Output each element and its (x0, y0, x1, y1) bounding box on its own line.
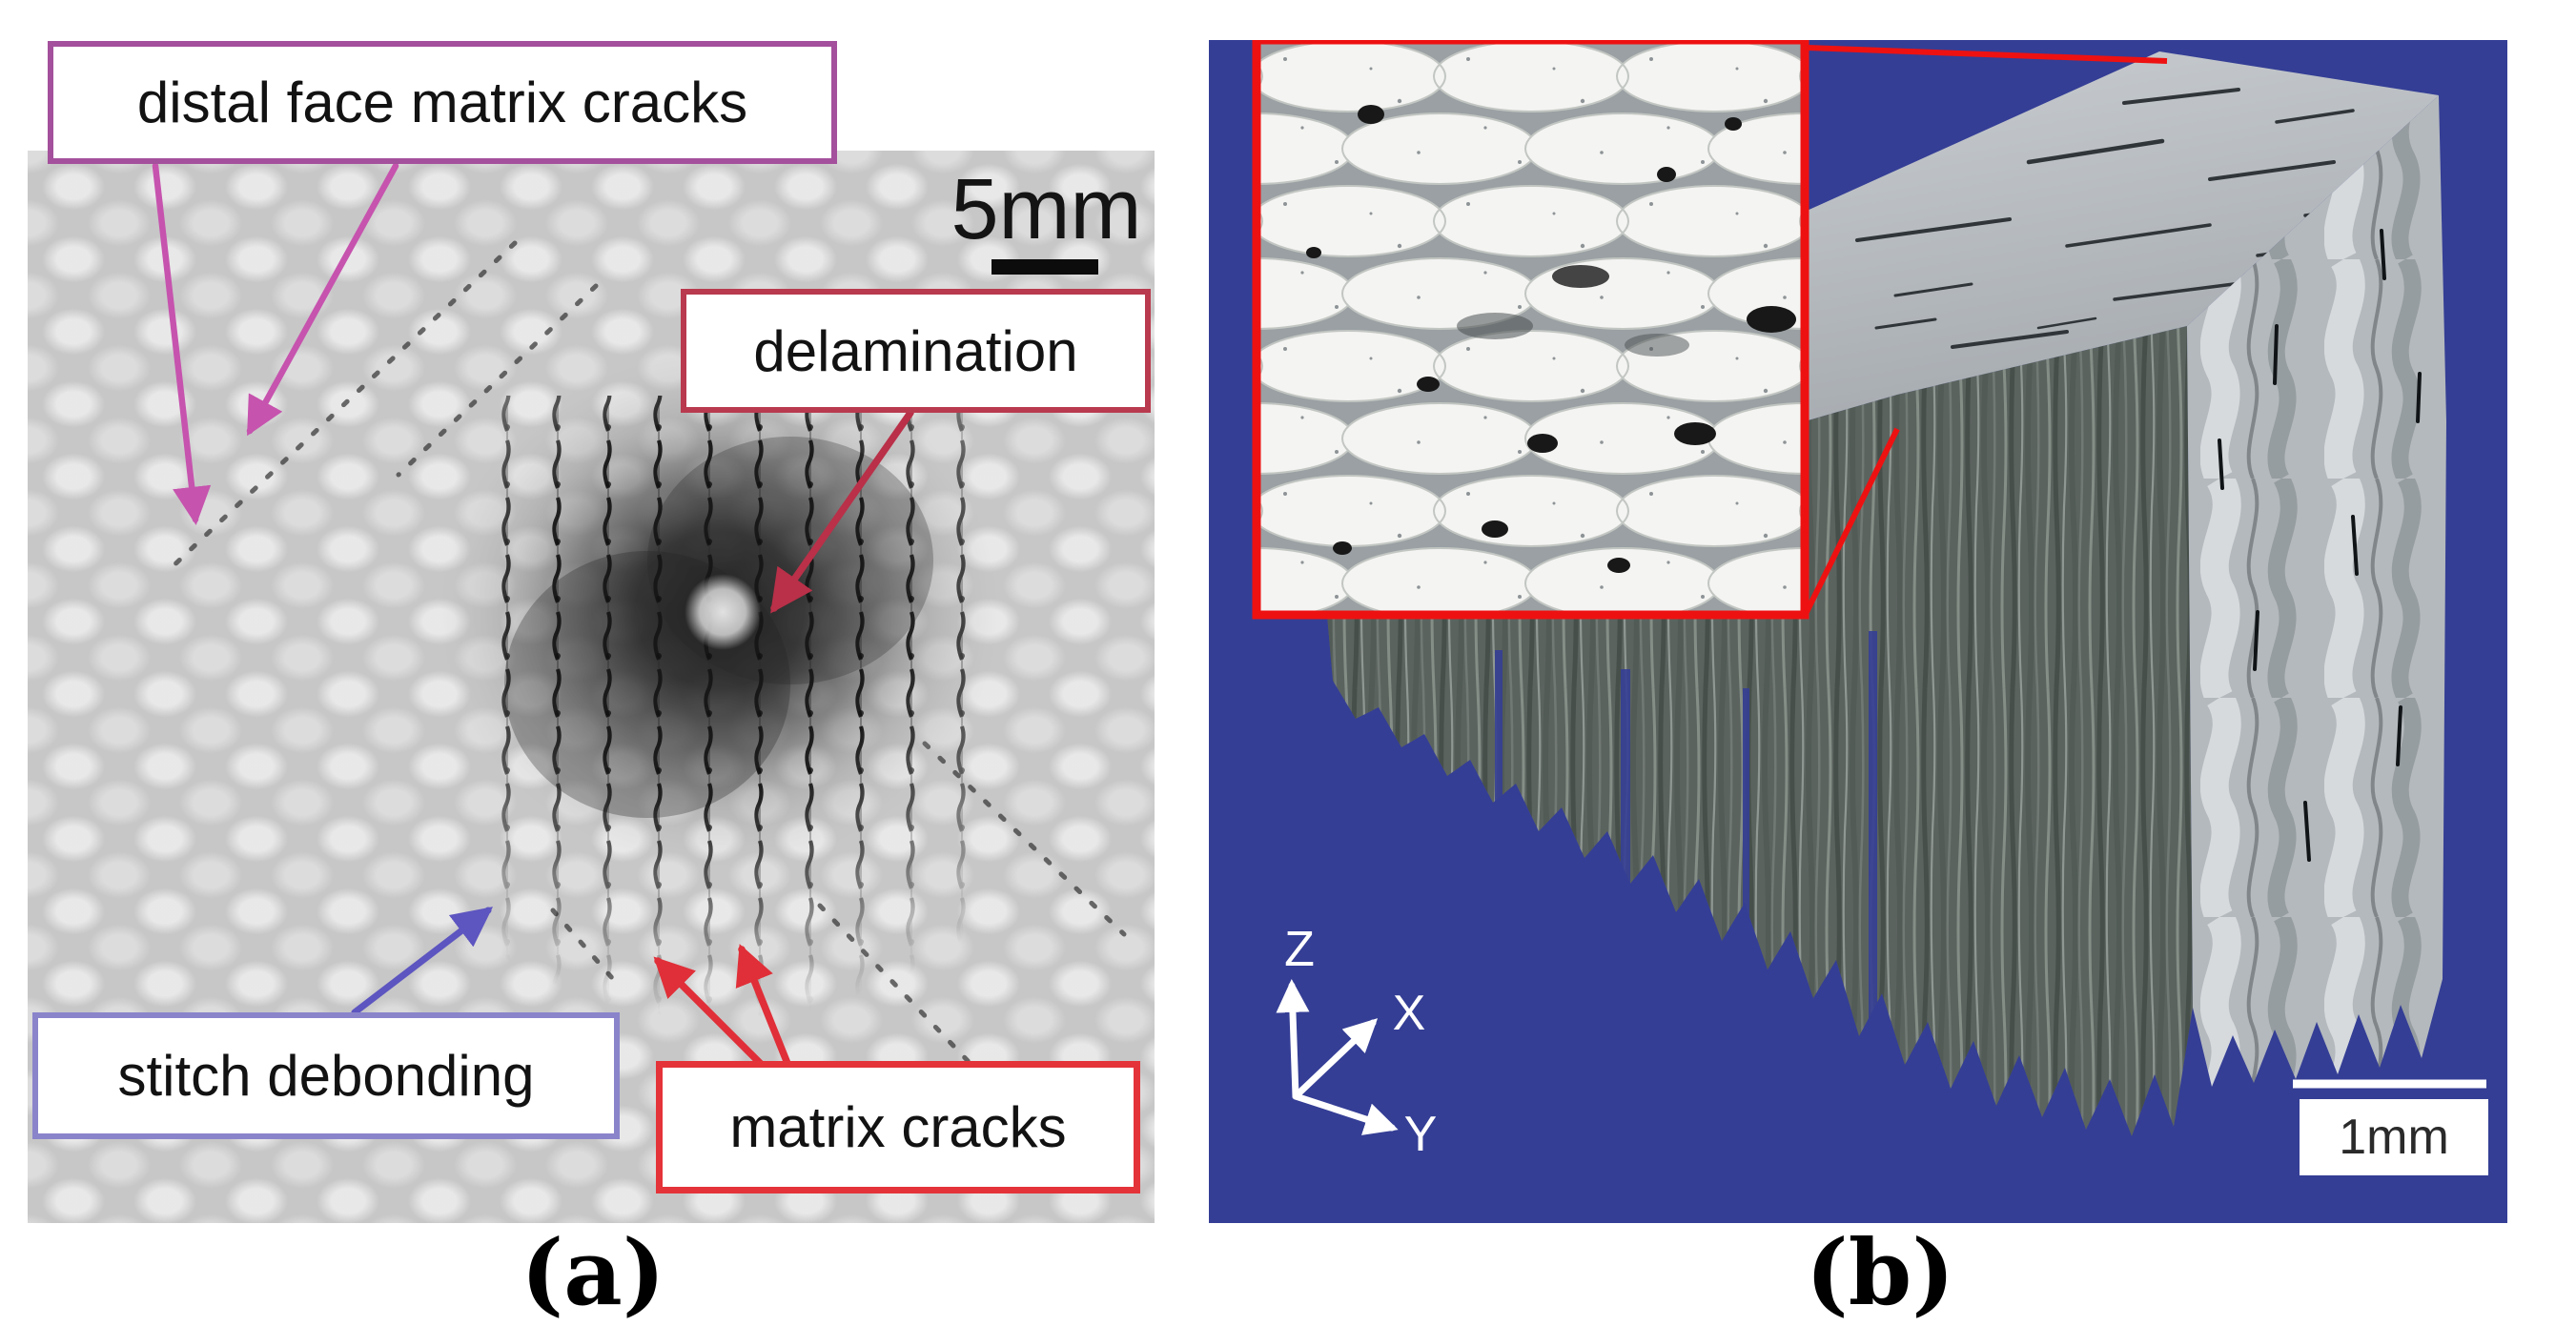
matrix-crack-grid (477, 396, 969, 1069)
axis-z-label: Z (1284, 922, 1315, 977)
scale-bar-1mm-label: 1mm (2339, 1110, 2449, 1165)
inset-void-spots (1306, 105, 1796, 573)
inset-callout-lines (1804, 45, 2168, 614)
impact-point-spot (685, 574, 761, 650)
scale-bar-1mm: 1mm (2293, 1079, 2488, 1175)
label-stitch-debonding-text: stitch debonding (117, 1044, 535, 1108)
arrow-matrix-cracks-2 (735, 944, 792, 1070)
label-delamination-text: delamination (753, 318, 1078, 383)
axis-x-arrow (1292, 1018, 1379, 1100)
impact-damage-zone (439, 351, 1001, 1069)
volume-right-face (2187, 95, 2446, 1087)
ct-panel: Z X Y 1mm (1209, 40, 2507, 1223)
axes-triad (1276, 979, 1399, 1135)
slice-gaps (1495, 631, 1877, 1041)
label-distal-face-matrix-cracks: distal face matrix cracks (48, 41, 837, 164)
label-stitch-debonding: stitch debonding (32, 1012, 620, 1139)
scale-bar-5mm-bar (992, 259, 1098, 275)
label-delamination: delamination (681, 289, 1151, 413)
radiograph-art (152, 162, 1127, 1109)
caption-panel-b: (b) (1805, 1220, 1955, 1326)
inset-micrograph (1252, 40, 1809, 620)
label-matrix-cracks-text: matrix cracks (729, 1095, 1067, 1159)
ct-volume (1325, 51, 2446, 1136)
arrow-delamination (770, 409, 914, 614)
inset-callout-line-top (1806, 45, 2168, 64)
arrow-distal-1 (152, 162, 212, 526)
caption-panel-a: (a) (521, 1220, 665, 1326)
label-matrix-cracks: matrix cracks (656, 1061, 1140, 1193)
inset-border (1252, 40, 1809, 620)
arrow-matrix-cracks-1 (653, 956, 767, 1070)
axis-y-label: Y (1404, 1107, 1438, 1162)
inset-callout-line-bottom (1804, 427, 1900, 614)
label-distal-face-matrix-cracks-text: distal face matrix cracks (136, 71, 748, 134)
axis-x-label: X (1393, 986, 1426, 1041)
axis-y-arrow (1292, 1092, 1399, 1135)
right-face-cracks (2218, 229, 2422, 862)
arrow-distal-2 (246, 162, 399, 437)
scale-bar-5mm-label: 5mm (951, 162, 1142, 257)
arrow-stitch-debonding (351, 907, 494, 1016)
ct-volume-art: Z X Y 1mm (1252, 40, 2488, 1175)
scale-bar-1mm-box (2300, 1099, 2488, 1175)
axis-z-arrow (1276, 979, 1310, 1100)
